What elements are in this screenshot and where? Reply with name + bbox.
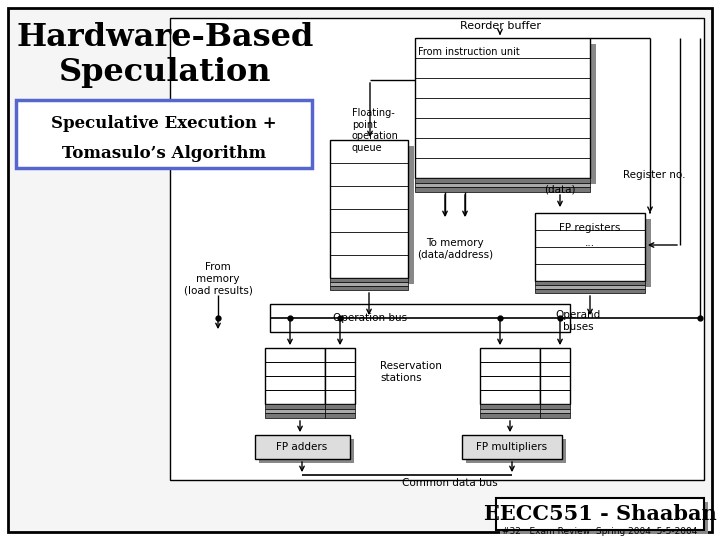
Bar bbox=[540, 409, 570, 413]
Bar bbox=[541, 219, 651, 287]
Bar bbox=[421, 44, 596, 184]
Bar bbox=[462, 435, 562, 459]
Bar bbox=[265, 409, 325, 413]
Text: #32   Exam Review  Spring 2004  5-5-2004: #32 Exam Review Spring 2004 5-5-2004 bbox=[503, 528, 698, 537]
Bar bbox=[265, 413, 325, 418]
Bar bbox=[415, 187, 590, 192]
Bar bbox=[415, 38, 590, 178]
Bar bbox=[480, 348, 540, 404]
Bar bbox=[330, 140, 408, 278]
Text: Operand
buses: Operand buses bbox=[555, 310, 600, 332]
Bar bbox=[535, 213, 645, 281]
Text: To memory
(data/address): To memory (data/address) bbox=[417, 238, 493, 260]
Bar bbox=[325, 409, 355, 413]
Bar bbox=[325, 404, 355, 409]
Text: ...: ... bbox=[585, 238, 595, 248]
Bar bbox=[540, 348, 570, 404]
Text: FP registers: FP registers bbox=[559, 223, 621, 233]
Text: Speculative Execution +: Speculative Execution + bbox=[51, 116, 276, 132]
Text: From instruction unit: From instruction unit bbox=[418, 47, 520, 57]
Bar bbox=[270, 304, 570, 332]
Bar bbox=[535, 281, 645, 285]
Bar bbox=[480, 404, 540, 409]
Text: Speculation: Speculation bbox=[59, 57, 271, 87]
Bar bbox=[259, 439, 354, 463]
Text: Tomasulo’s Algorithm: Tomasulo’s Algorithm bbox=[62, 145, 266, 161]
Bar bbox=[500, 502, 708, 534]
Bar bbox=[535, 289, 645, 293]
Bar bbox=[336, 146, 414, 284]
Text: Reservation
stations: Reservation stations bbox=[380, 361, 442, 383]
Bar bbox=[466, 439, 566, 463]
Bar bbox=[265, 404, 325, 409]
Bar bbox=[16, 100, 312, 168]
Bar bbox=[325, 348, 355, 404]
Text: EECC551 - Shaaban: EECC551 - Shaaban bbox=[484, 504, 716, 524]
Bar bbox=[480, 413, 540, 418]
Text: FP adders: FP adders bbox=[276, 442, 328, 452]
Bar bbox=[535, 285, 645, 289]
Text: Floating-
point
operation
queue: Floating- point operation queue bbox=[352, 108, 399, 153]
Text: Reorder buffer: Reorder buffer bbox=[459, 21, 541, 31]
Bar bbox=[540, 413, 570, 418]
Bar bbox=[325, 413, 355, 418]
Bar bbox=[330, 286, 408, 290]
Bar bbox=[255, 435, 350, 459]
Bar bbox=[480, 409, 540, 413]
Text: Hardware-Based: Hardware-Based bbox=[17, 23, 314, 53]
Text: Register no.: Register no. bbox=[623, 170, 685, 180]
Bar bbox=[496, 498, 704, 530]
Text: (data): (data) bbox=[544, 185, 576, 195]
Bar bbox=[330, 278, 408, 282]
Bar bbox=[265, 348, 325, 404]
Text: FP multipliers: FP multipliers bbox=[477, 442, 548, 452]
Text: Operation bus: Operation bus bbox=[333, 313, 407, 323]
Bar bbox=[415, 183, 590, 187]
Text: Common data bus: Common data bus bbox=[402, 478, 498, 488]
Text: From
memory
(load results): From memory (load results) bbox=[184, 262, 253, 295]
Bar bbox=[330, 282, 408, 286]
Bar bbox=[540, 404, 570, 409]
Bar bbox=[415, 178, 590, 183]
Bar bbox=[170, 18, 704, 480]
